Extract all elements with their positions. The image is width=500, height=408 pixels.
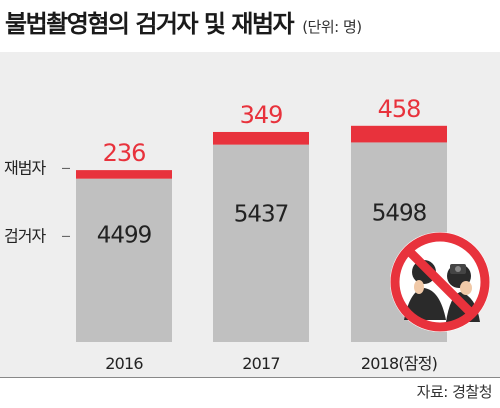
bar-caught-0 [76,178,172,342]
icon-hand-left [414,280,424,294]
no-camera-icon [390,232,490,332]
source-divider [0,377,500,378]
bar-repeat-1 [213,131,309,145]
chart-header: 불법촬영혐의 검거자 및 재범자 (단위: 명) [5,4,362,44]
bar-caught-1 [213,144,309,342]
series-label-repeat: 재범자 [4,158,46,177]
value-label-caught-0: 4499 [97,222,152,248]
bar-repeat-0 [76,170,172,179]
icon-camera-lens [455,266,461,272]
icon-prohibit-ring [390,232,490,332]
chart-title: 불법촬영혐의 검거자 및 재범자 [5,10,295,38]
value-label-caught-2: 5498 [372,200,427,226]
labels-group: 4499 236 2016 5437 349 2017 5498 458 2018(잠정) [97,95,438,373]
value-label-caught-1: 5437 [234,202,289,228]
x-tick-label-0: 2016 [105,354,143,373]
icon-hand-right [460,281,472,295]
source-note: 자료: 경찰청 [416,383,493,401]
icon-body-left [404,288,446,320]
x-tick-label-2: 2018(잠정) [361,354,437,373]
value-label-repeat-0: 236 [103,139,146,167]
value-label-repeat-2: 458 [378,95,421,123]
icon-prohibit-slash [404,246,476,318]
x-tick-label-1: 2017 [242,354,280,373]
bar-repeat-2 [351,125,447,143]
series-label-caught: 검거자 [4,226,46,245]
chart-unit: (단위: 명) [302,18,362,36]
value-label-repeat-1: 349 [240,101,283,129]
